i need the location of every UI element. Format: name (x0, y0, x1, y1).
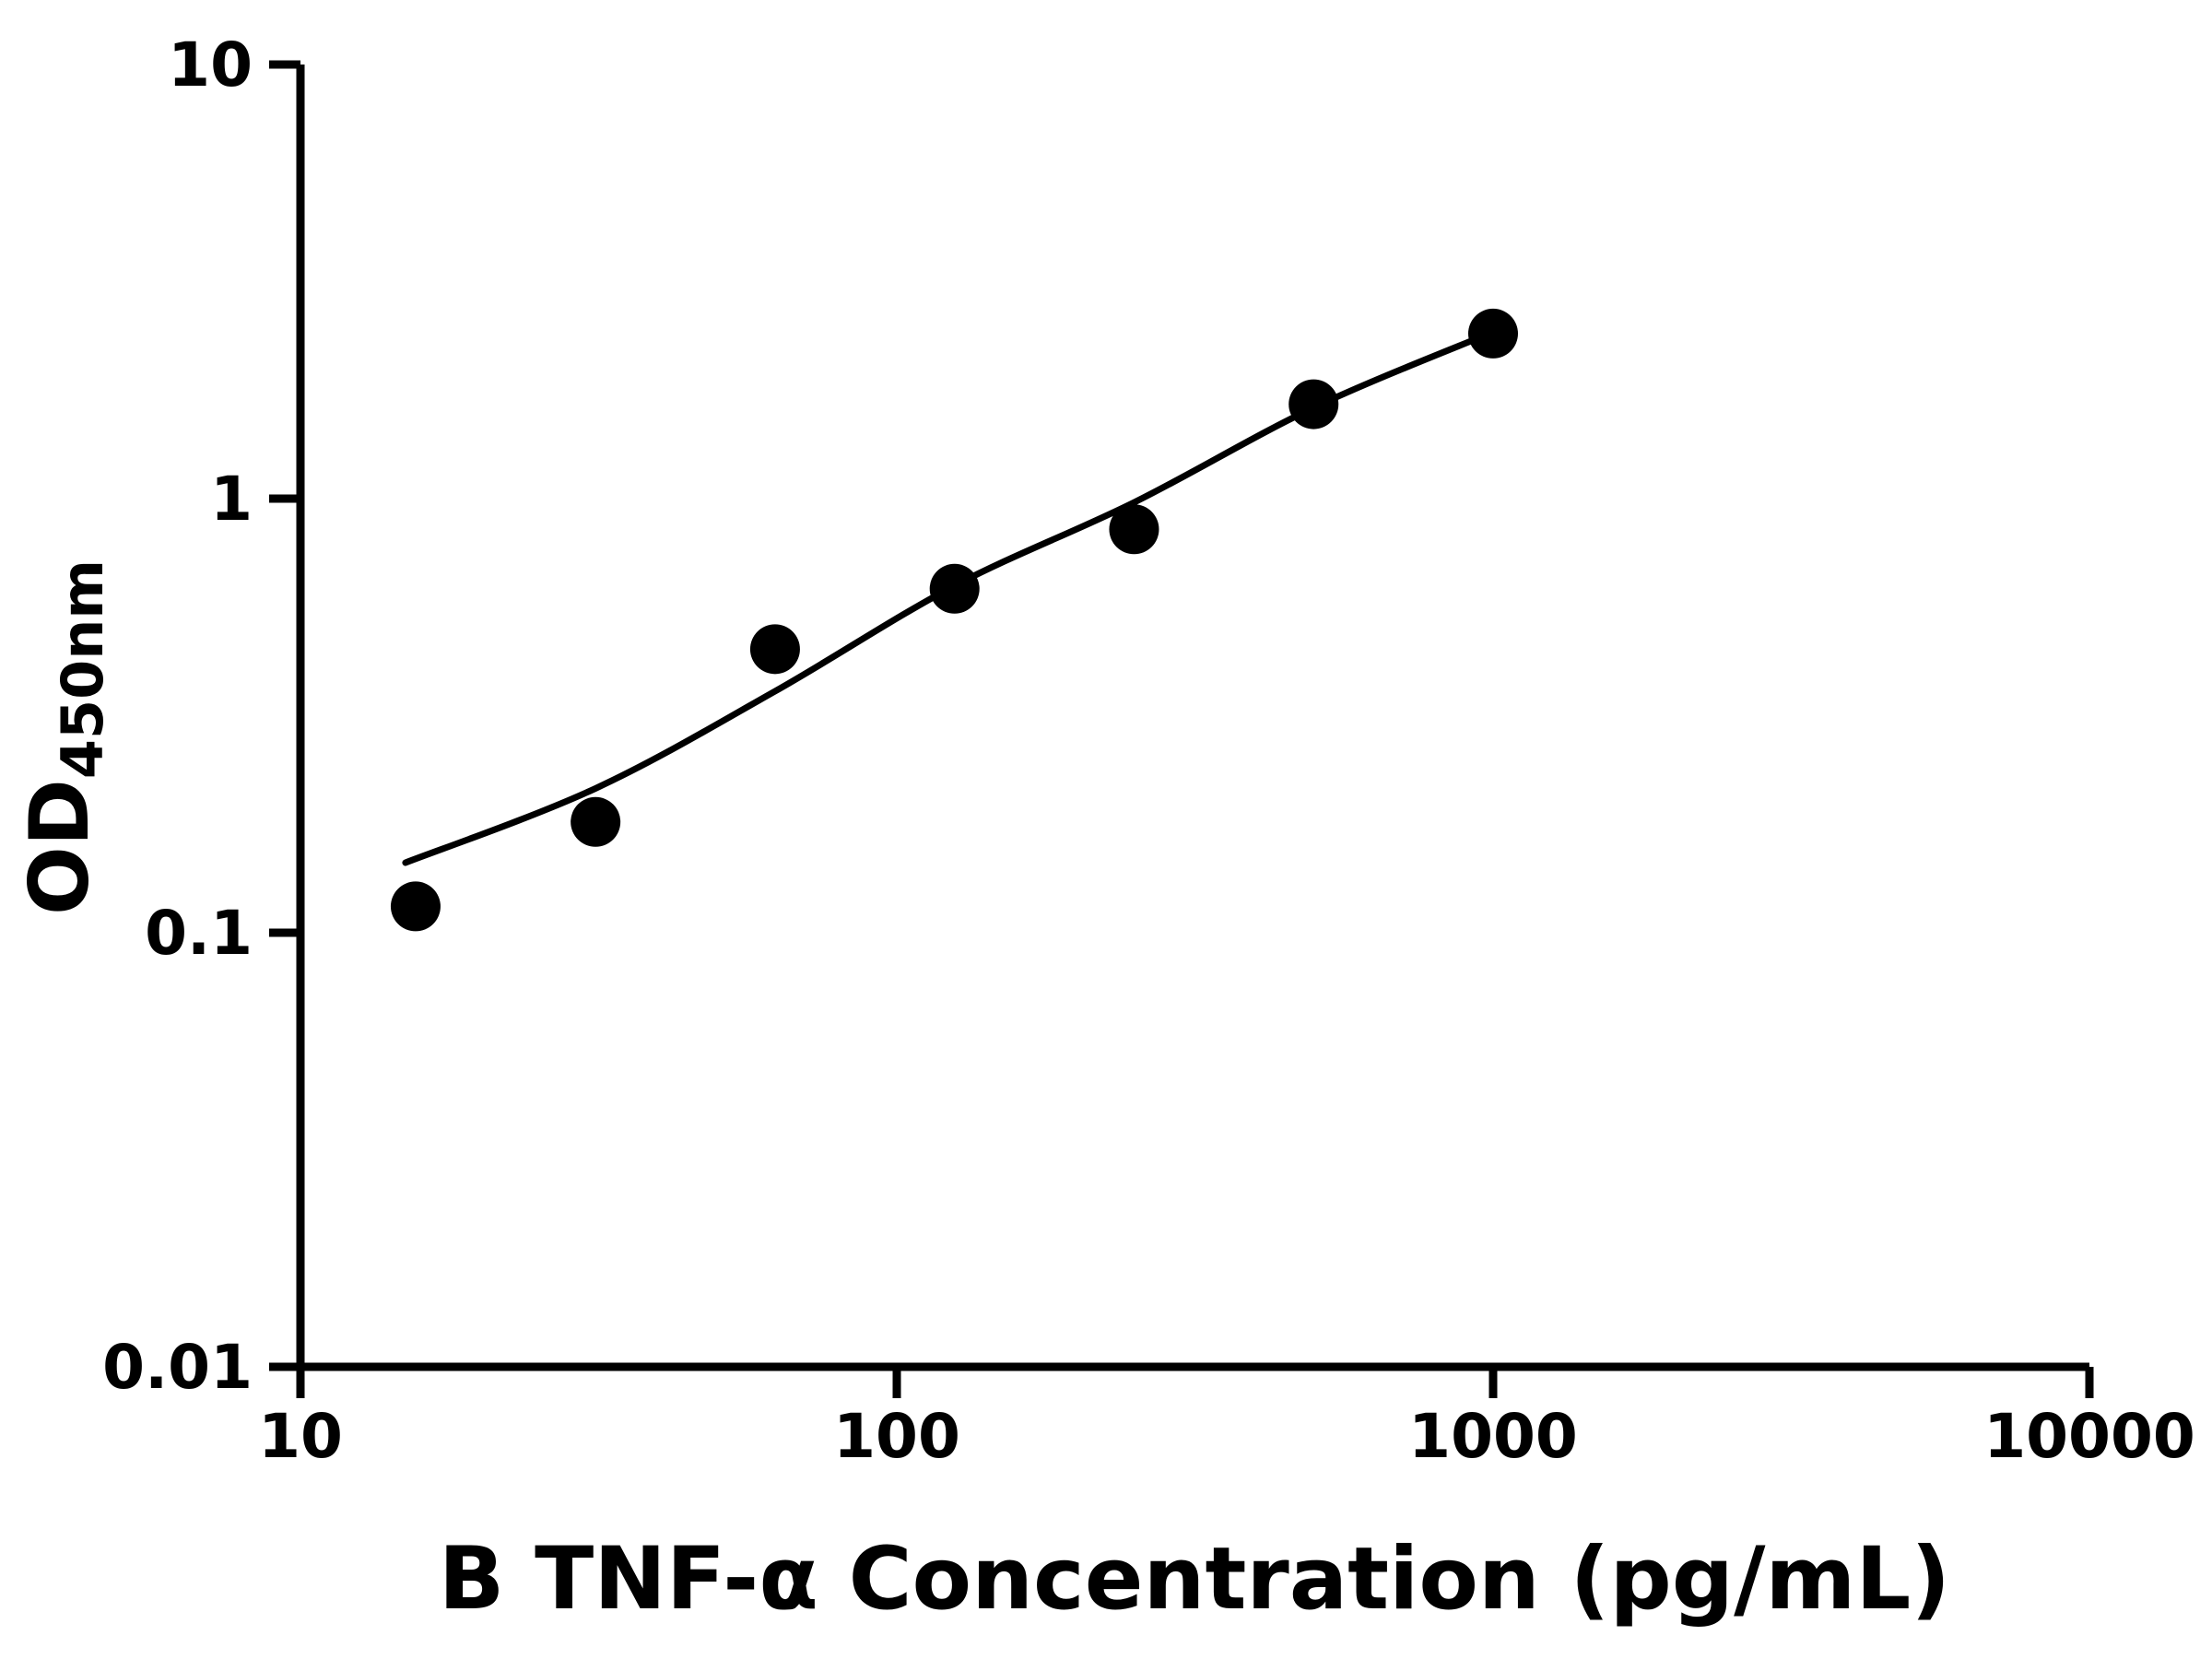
data-point-marker (1288, 379, 1339, 429)
y-tick-label: 1 (210, 464, 253, 535)
data-point-marker (1109, 504, 1159, 555)
data-point-marker (929, 563, 980, 614)
y-tick-label: 0.1 (145, 898, 253, 969)
x-tick-label: 100 (833, 1401, 960, 1472)
y-axis-label-sub: 450nm (49, 559, 116, 779)
y-axis-label: OD450nm (12, 559, 116, 915)
x-axis-label: B TNF-α Concentration (pg/mL) (439, 1529, 1950, 1630)
x-tick-label: 10 (258, 1401, 343, 1472)
x-tick-label: 1000 (1408, 1401, 1578, 1472)
x-tick-label: 10000 (1983, 1401, 2195, 1472)
data-point-marker (1468, 308, 1518, 359)
data-point-marker (390, 881, 441, 932)
data-point-marker (749, 624, 800, 675)
y-tick-label: 0.01 (102, 1332, 253, 1403)
data-point-marker (571, 796, 621, 847)
y-axis-label-main: OD (12, 779, 107, 915)
y-tick-label: 10 (168, 29, 253, 100)
